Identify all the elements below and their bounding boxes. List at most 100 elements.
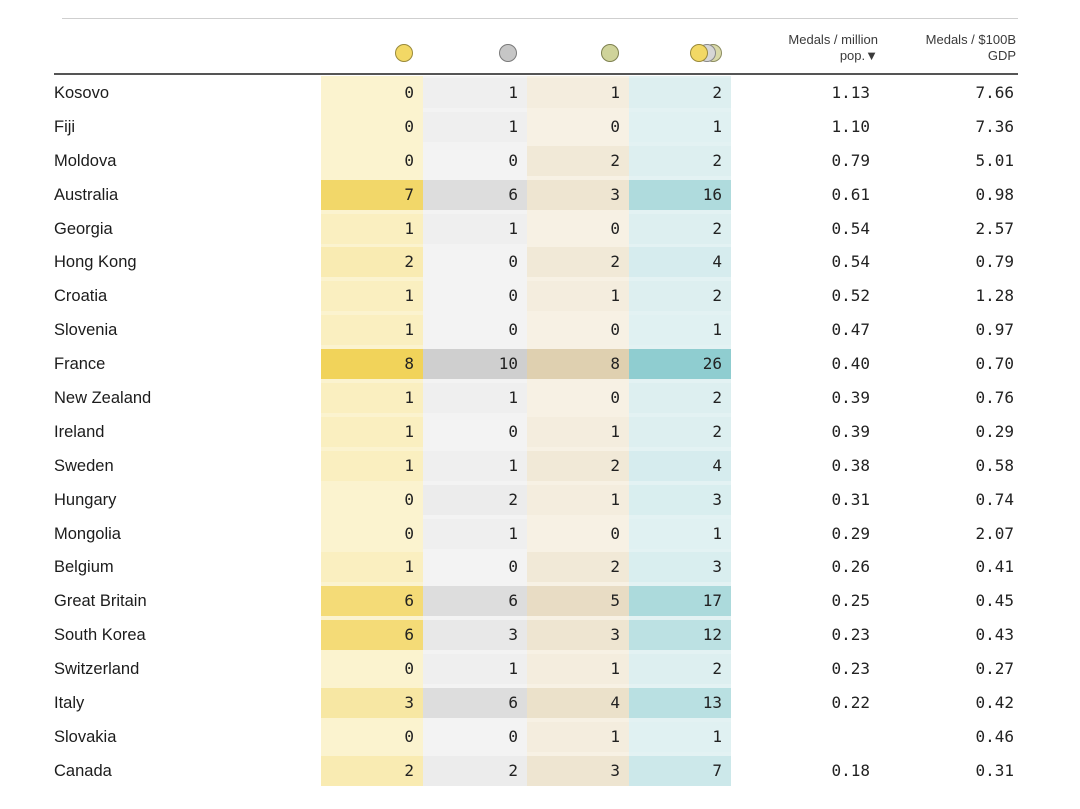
gold-medal-icon[interactable] (395, 44, 413, 62)
total-count: 2 (629, 383, 731, 414)
medals-per-million: 0.22 (831, 693, 870, 713)
silver-count: 1 (423, 78, 527, 108)
bronze-count: 3 (527, 620, 629, 651)
medals-per-gdp: 2.57 (975, 218, 1014, 238)
medals-per-million: 0.18 (831, 760, 870, 780)
medal-table-body: Kosovo 0 1 1 2 1.13 7.66 Fiji 0 1 0 1 1.10 7.36 Moldov… (0, 76, 1080, 788)
country-name: Moldova (54, 151, 117, 170)
bronze-count: 0 (527, 111, 629, 142)
bronze-count: 4 (527, 688, 629, 719)
medals-per-million (740, 722, 878, 752)
medals-per-gdp: 0.97 (975, 320, 1014, 340)
medals-per-million: 0.38 (831, 455, 870, 475)
medals-per-gdp: 5.01 (975, 150, 1014, 170)
medals-per-gdp: 0.74 (975, 489, 1014, 509)
total-count: 16 (629, 179, 731, 210)
medals-per-gdp: 0.41 (975, 557, 1014, 577)
bronze-count: 8 (527, 349, 629, 380)
bronze-count: 3 (527, 179, 629, 210)
total-count: 1 (629, 315, 731, 346)
medals-per-gdp: 1.28 (975, 286, 1014, 306)
gold-count: 1 (321, 552, 423, 583)
table-row: France 8 10 8 26 0.40 0.70 (0, 347, 1080, 381)
silver-count: 3 (423, 620, 527, 651)
gold-count: 0 (321, 78, 423, 108)
bronze-medal-icon[interactable] (601, 44, 619, 62)
total-count: 12 (629, 620, 731, 651)
silver-medal-icon[interactable] (499, 44, 517, 62)
country-name: Italy (54, 694, 85, 713)
medals-per-million: 0.47 (831, 320, 870, 340)
silver-count: 1 (423, 518, 527, 549)
country-name: Ireland (54, 422, 105, 441)
bronze-count: 0 (527, 383, 629, 414)
country-name: Georgia (54, 219, 113, 238)
country-name: Sweden (54, 456, 114, 475)
table-row: Fiji 0 1 0 1 1.10 7.36 (0, 110, 1080, 144)
bronze-count: 1 (527, 484, 629, 515)
gold-count: 7 (321, 179, 423, 210)
country-name: Switzerland (54, 660, 140, 679)
top-rule (62, 18, 1018, 19)
table-row: Croatia 1 0 1 2 0.52 1.28 (0, 279, 1080, 313)
silver-count: 6 (423, 688, 527, 719)
silver-count: 0 (423, 416, 527, 447)
country-name: Kosovo (54, 84, 110, 102)
medals-per-gdp: 0.76 (975, 388, 1014, 408)
bronze-count: 2 (527, 145, 629, 176)
total-count: 26 (629, 349, 731, 380)
bronze-count: 1 (527, 654, 629, 685)
bronze-count: 1 (527, 78, 629, 108)
table-row: Canada 2 2 3 7 0.18 0.31 (0, 754, 1080, 788)
medals-per-gdp: 0.27 (975, 659, 1014, 679)
table-row: Belgium 1 0 2 3 0.26 0.41 (0, 550, 1080, 584)
medals-per-million: 1.10 (831, 116, 870, 136)
silver-count: 2 (423, 755, 527, 786)
country-name: Belgium (54, 558, 114, 577)
gold-count: 0 (321, 518, 423, 549)
medals-per-million: 0.26 (831, 557, 870, 577)
total-count: 7 (629, 755, 731, 786)
silver-count: 0 (423, 552, 527, 583)
gold-count: 1 (321, 416, 423, 447)
medals-per-million-sort: pop.▼ (839, 48, 878, 63)
silver-count: 1 (423, 383, 527, 414)
country-name: Hungary (54, 490, 117, 509)
total-count: 3 (629, 484, 731, 515)
country-name: Slovakia (54, 727, 117, 746)
silver-count: 10 (423, 349, 527, 380)
total-count: 2 (629, 78, 731, 108)
total-count: 2 (629, 416, 731, 447)
gold-count: 2 (321, 247, 423, 278)
medals-per-million: 0.39 (831, 388, 870, 408)
header-rule (54, 73, 1018, 75)
silver-count: 0 (423, 247, 527, 278)
bronze-count: 1 (527, 281, 629, 312)
medals-per-gdp: 0.31 (975, 760, 1014, 780)
gold-count: 0 (321, 145, 423, 176)
silver-count: 0 (423, 721, 527, 752)
medals-per-million: 0.23 (831, 625, 870, 645)
medals-per-gdp-label: Medals / $100B (925, 32, 1016, 47)
medals-per-million-header[interactable]: Medals / million pop.▼ (740, 32, 878, 64)
medals-per-million: 1.13 (831, 83, 870, 102)
gold-count: 3 (321, 688, 423, 719)
total-medals-icon[interactable] (690, 44, 726, 62)
gold-count: 8 (321, 349, 423, 380)
medals-per-gdp-header[interactable]: Medals / $100B GDP (878, 32, 1016, 64)
country-name: Great Britain (54, 592, 147, 611)
medals-per-gdp: 0.29 (975, 421, 1014, 441)
bronze-count: 0 (527, 315, 629, 346)
total-count: 13 (629, 688, 731, 719)
medals-per-million: 0.23 (831, 659, 870, 679)
bronze-count: 1 (527, 721, 629, 752)
country-name: South Korea (54, 626, 146, 645)
gold-count: 1 (321, 281, 423, 312)
gold-count: 6 (321, 620, 423, 651)
gold-count: 2 (321, 755, 423, 786)
total-count: 1 (629, 111, 731, 142)
gold-count: 0 (321, 484, 423, 515)
country-name: Slovenia (54, 321, 118, 340)
medals-per-gdp: 7.66 (975, 83, 1014, 102)
bronze-count: 2 (527, 450, 629, 481)
